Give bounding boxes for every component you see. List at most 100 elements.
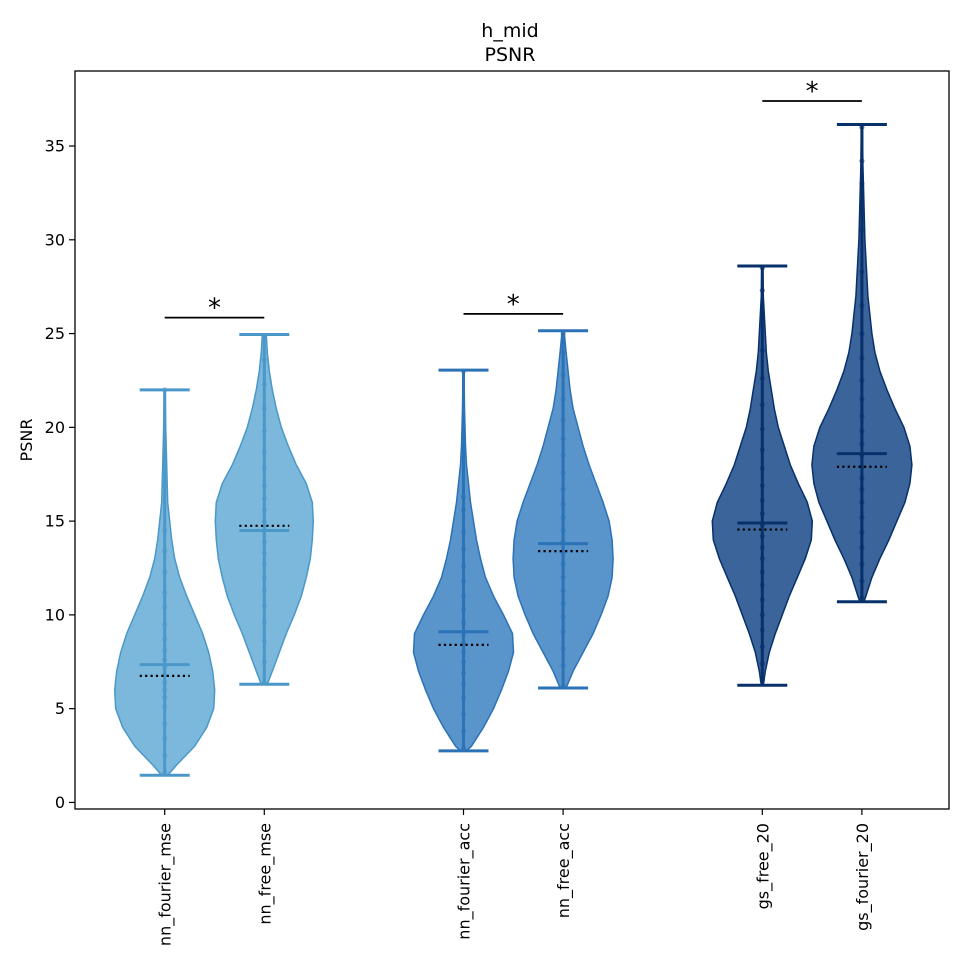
data-point-nn_fourier_mse-20 [162, 387, 168, 393]
data-point-nn_free_acc-8 [560, 561, 566, 567]
data-point-gs_fourier_20-23 [859, 124, 865, 130]
data-point-nn_fourier_acc-10 [460, 619, 467, 625]
data-point-nn_free_mse-3 [261, 619, 267, 625]
x-tick-label-gs_free_20: gs_free_20 [753, 823, 773, 909]
x-tick-label-nn_free_mse: nn_free_mse [255, 823, 275, 925]
y-axis-label: PSNR [17, 419, 36, 462]
y-tick-label-35: 35 [45, 137, 65, 156]
data-point-nn_fourier_mse-10 [162, 657, 168, 663]
data-point-gs_fourier_20-6 [859, 499, 865, 505]
data-point-nn_fourier_mse-5 [162, 694, 168, 701]
data-point-nn_free_acc-7 [560, 574, 566, 580]
data-point-gs_fourier_20-22 [859, 158, 865, 164]
data-point-gs_free_20-23 [759, 265, 765, 271]
data-point-nn_fourier_acc-4 [460, 681, 467, 687]
y-tick-label-15: 15 [45, 512, 65, 531]
data-point-gs_fourier_20-12 [859, 428, 865, 434]
data-point-nn_free_mse-4 [261, 602, 267, 609]
data-point-gs_free_20-3 [759, 627, 765, 633]
data-point-nn_fourier_mse-15 [162, 589, 168, 595]
data-point-nn_free_mse-13 [261, 496, 267, 502]
data-point-nn_fourier_acc-7 [460, 649, 467, 655]
data-point-nn_free_acc-21 [560, 349, 566, 355]
data-point-nn_free_mse-2 [261, 638, 267, 644]
violin-group-nn_free_acc: nn_free_acc [512, 329, 614, 918]
data-point-gs_fourier_20-15 [859, 377, 865, 384]
violin-group-gs_fourier_20: gs_fourier_20 [811, 122, 913, 931]
data-point-nn_fourier_mse-18 [162, 527, 168, 534]
data-point-nn_fourier_mse-11 [162, 647, 168, 654]
data-point-nn_fourier_mse-14 [162, 604, 168, 610]
data-point-gs_free_20-20 [759, 347, 765, 354]
data-point-gs_fourier_20-14 [859, 396, 865, 402]
data-point-nn_free_mse-7 [261, 561, 267, 567]
data-point-gs_free_20-9 [759, 544, 765, 550]
data-point-gs_free_20-17 [759, 426, 765, 432]
data-point-gs_fourier_20-1 [859, 578, 865, 584]
data-point-gs_free_20-21 [759, 315, 765, 322]
data-point-nn_fourier_acc-13 [460, 578, 467, 584]
data-point-gs_fourier_20-16 [859, 355, 865, 361]
plot-frame [74, 70, 950, 810]
chart-title: h_mid [481, 20, 538, 42]
data-point-nn_fourier_acc-18 [460, 494, 467, 500]
data-point-gs_fourier_20-2 [859, 561, 865, 567]
data-point-gs_free_20-14 [759, 482, 765, 489]
data-point-nn_free_mse-12 [261, 507, 267, 513]
data-point-nn_free_mse-11 [261, 518, 267, 524]
data-point-nn_free_acc-14 [560, 486, 566, 492]
x-tick-label-nn_fourier_mse: nn_fourier_mse [156, 823, 176, 946]
data-point-nn_fourier_mse-19 [162, 482, 168, 489]
y-tick-label-30: 30 [45, 230, 65, 249]
data-point-nn_fourier_mse-12 [162, 636, 168, 642]
data-point-nn_free_acc-12 [560, 514, 566, 520]
y-tick-label-5: 5 [55, 699, 65, 718]
data-point-nn_free_mse-18 [261, 405, 267, 412]
significance-star-0: * [208, 294, 221, 324]
data-point-nn_free_acc-1 [560, 662, 566, 669]
data-point-nn_fourier_acc-1 [460, 728, 467, 734]
data-point-nn_free_mse-16 [261, 449, 267, 455]
data-point-nn_fourier_acc-6 [460, 659, 467, 665]
violin-group-nn_fourier_acc: nn_fourier_acc [412, 368, 515, 940]
data-point-nn_free_acc-5 [560, 601, 566, 607]
data-point-nn_free_acc-19 [560, 396, 566, 402]
data-point-gs_free_20-1 [759, 661, 765, 667]
data-point-gs_fourier_20-11 [859, 441, 865, 447]
data-point-gs_fourier_20-0 [859, 595, 865, 601]
data-point-nn_free_mse-21 [261, 334, 267, 340]
data-point-nn_fourier_acc-2 [460, 711, 467, 717]
data-point-nn_fourier_mse-17 [162, 548, 168, 554]
y-tick-label-0: 0 [55, 793, 65, 812]
data-point-nn_fourier_acc-20 [460, 368, 467, 374]
data-point-nn_free_acc-3 [560, 629, 566, 635]
data-point-gs_fourier_20-18 [859, 302, 865, 309]
data-point-nn_free_acc-18 [560, 417, 566, 423]
data-point-nn_free_acc-6 [560, 587, 566, 594]
data-point-nn_free_acc-17 [560, 435, 566, 442]
data-point-nn_free_mse-5 [261, 587, 267, 594]
data-point-gs_fourier_20-17 [859, 330, 865, 337]
data-point-nn_free_acc-11 [560, 527, 566, 534]
chart-subtitle: PSNR [485, 44, 536, 66]
data-point-nn_fourier_mse-0 [162, 769, 168, 776]
data-point-gs_fourier_20-13 [859, 413, 865, 419]
y-tick-label-25: 25 [45, 324, 65, 343]
x-tick-label-nn_fourier_acc: nn_fourier_acc [455, 823, 475, 940]
data-point-nn_fourier_acc-5 [460, 670, 467, 676]
data-point-gs_fourier_20-7 [859, 486, 865, 492]
data-point-nn_fourier_acc-11 [460, 606, 467, 612]
data-point-gs_free_20-4 [759, 612, 765, 618]
data-point-gs_free_20-6 [759, 582, 765, 588]
data-point-gs_free_20-18 [759, 402, 765, 408]
data-point-gs_free_20-2 [759, 644, 765, 650]
data-point-nn_free_mse-20 [261, 357, 267, 363]
data-point-nn_free_mse-6 [261, 574, 267, 580]
data-point-gs_fourier_20-9 [859, 464, 865, 470]
data-point-nn_fourier_mse-13 [162, 621, 168, 627]
data-point-nn_fourier_mse-7 [162, 679, 168, 686]
data-point-nn_fourier_acc-3 [460, 694, 467, 701]
data-point-gs_free_20-22 [759, 287, 765, 294]
y-tick-label-20: 20 [45, 418, 65, 437]
significance-star-2: * [806, 77, 819, 107]
